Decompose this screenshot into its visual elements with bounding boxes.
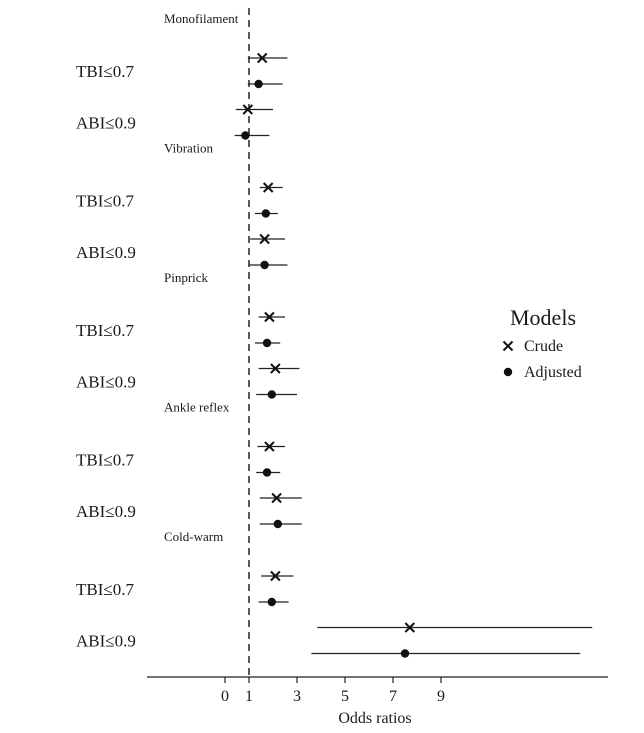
adjusted-marker: [273, 519, 282, 529]
crude-marker: [271, 492, 282, 504]
adjusted-marker: [241, 131, 250, 140]
row-label: TBI≤0.7: [76, 62, 134, 81]
x-tick-label: 0: [221, 688, 229, 705]
row-label: ABI≤0.9: [76, 243, 136, 262]
legend-title: Models: [510, 305, 576, 330]
x-tick-label: 5: [341, 688, 349, 705]
adjusted-marker: [400, 649, 410, 658]
crude-marker: [256, 52, 268, 64]
row-label: ABI≤0.9: [76, 114, 136, 133]
crude-marker: [404, 622, 416, 633]
adjusted-marker: [254, 79, 263, 89]
adjusted-marker: [262, 468, 272, 477]
crude-marker: [264, 441, 275, 452]
row-label: TBI≤0.7: [76, 192, 134, 211]
adjusted-marker: [267, 597, 276, 607]
x-tick-label: 7: [389, 688, 397, 705]
adjusted-marker: [260, 260, 269, 270]
x-tick-label: 9: [437, 688, 445, 705]
legend-label: Adjusted: [524, 364, 582, 381]
adjusted-marker: [262, 338, 272, 348]
group-label: Monofilament: [164, 11, 239, 26]
legend-adjusted-marker: [503, 367, 513, 377]
row-label: ABI≤0.9: [76, 373, 136, 392]
row-label: TBI≤0.7: [76, 321, 134, 340]
crude-marker: [270, 363, 281, 374]
row-label: ABI≤0.9: [76, 502, 136, 521]
group-label: Ankle reflex: [164, 400, 230, 415]
legend: Models Crude Adjusted: [502, 305, 582, 381]
crude-marker: [242, 104, 254, 115]
row-label: TBI≤0.7: [76, 580, 134, 599]
x-tick-label: 3: [293, 688, 301, 705]
x-tick-label: 1: [245, 688, 253, 705]
crude-marker: [270, 570, 281, 582]
legend-label: Crude: [524, 338, 563, 355]
row-label: ABI≤0.9: [76, 632, 136, 651]
adjusted-marker: [261, 209, 270, 218]
legend-crude-marker: [502, 340, 514, 352]
crude-marker: [264, 311, 275, 323]
group-label: Pinprick: [164, 270, 209, 285]
group-label: Cold-warm: [164, 529, 223, 544]
plot-area: Monofilament TBI≤0.7 ABI≤0.9 Vibration TBI≤0…: [76, 8, 250, 677]
data-marks: [234, 52, 593, 658]
crude-marker: [259, 233, 270, 245]
adjusted-marker: [267, 390, 276, 399]
row-label: TBI≤0.7: [76, 451, 134, 470]
group-label: Vibration: [164, 141, 214, 156]
x-axis-title: Odds ratios: [338, 710, 411, 727]
crude-marker: [262, 182, 274, 193]
